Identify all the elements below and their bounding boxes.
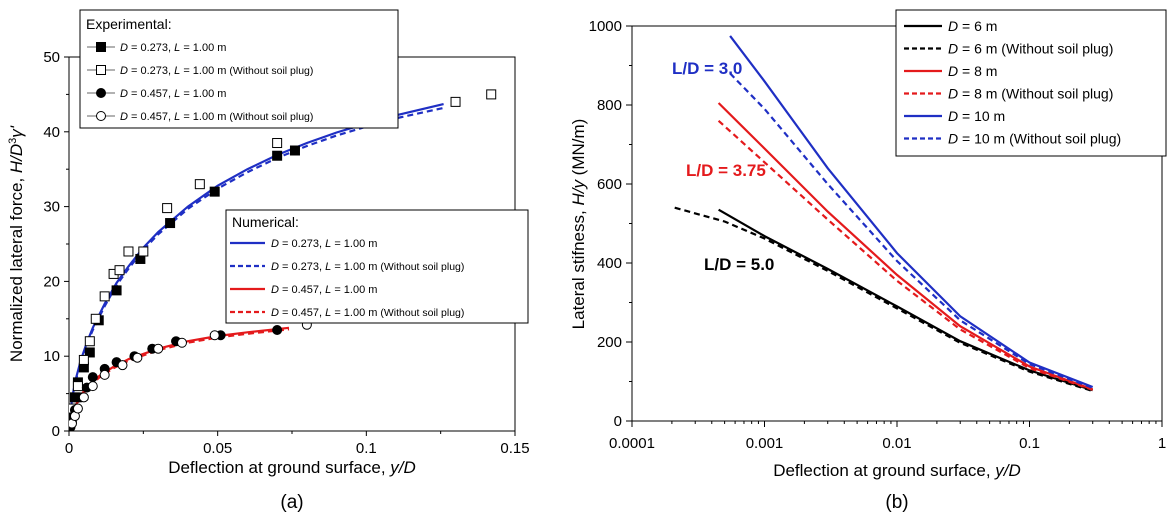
legend-label: D = 0.457, L = 1.00 m <box>271 284 377 296</box>
y-tick-label: 0 <box>614 413 622 430</box>
legend-title: Experimental: <box>86 16 172 32</box>
data-point <box>78 354 89 365</box>
data-point <box>87 381 98 392</box>
data-point <box>114 265 125 276</box>
data-point <box>165 218 176 229</box>
panel-label: (b) <box>885 492 908 513</box>
data-point <box>90 313 101 324</box>
data-point <box>111 285 122 296</box>
legend-label: D = 0.457, L = 1.00 m (Without soil plug… <box>120 111 313 123</box>
data-point <box>450 96 461 107</box>
annotation: L/D = 5.0 <box>704 255 774 274</box>
x-tick-label: 0.15 <box>500 440 529 457</box>
y-tick-label: 10 <box>43 348 60 365</box>
legend-marker <box>96 88 106 98</box>
y-tick-label: 20 <box>43 273 60 290</box>
data-point <box>87 372 98 383</box>
legend-marker <box>96 111 106 121</box>
chart-a: 0 0.05 0.1 0.15 0 10 20 30 40 50 Deflection at gro… <box>7 9 530 513</box>
plot-area <box>674 35 1094 393</box>
data-point <box>209 186 220 197</box>
y-axis-label: Normalized lateral force, H/D3γ' <box>7 125 26 362</box>
x-tick-label: 0.1 <box>1019 435 1040 452</box>
data-point <box>486 89 497 100</box>
series-line <box>718 208 1094 392</box>
x-tick-label: 0 <box>65 440 73 457</box>
x-tick-label: 0.0001 <box>609 435 655 452</box>
numerical-series-line <box>69 106 444 431</box>
data-point <box>72 381 83 392</box>
data-point <box>162 203 173 214</box>
legend-marker <box>96 42 106 52</box>
y-tick-label: 1000 <box>589 18 622 35</box>
data-point <box>176 337 187 348</box>
legend-box <box>79 9 399 129</box>
legend-label: D = 0.273, L = 1.00 m (Without soil plug… <box>271 261 464 273</box>
series-line <box>717 102 1094 391</box>
y-tick-label: 600 <box>597 176 622 193</box>
data-point <box>117 360 128 371</box>
legend-label: D = 10 m <box>948 108 1005 124</box>
legend-label: D = 0.273, L = 1.00 m <box>271 238 377 250</box>
y-tick-label: 400 <box>597 255 622 272</box>
data-point <box>132 352 143 363</box>
legend-title: Numerical: <box>232 214 299 230</box>
legend-label: D = 0.457, L = 1.00 m <box>120 88 226 100</box>
y-axis-label: Lateral stifness, H/y (MN/m) <box>569 119 588 330</box>
legend-label: D = 6 m <box>948 18 997 34</box>
legend-label: D = 0.273, L = 1.00 m <box>120 42 226 54</box>
series-line <box>674 206 1094 393</box>
x-axis-label: Deflection at ground surface, y/D <box>773 461 1021 480</box>
legend-label: D = 8 m <box>948 63 997 79</box>
data-point <box>123 246 134 257</box>
legend-box <box>225 209 529 324</box>
x-tick-label: 0.001 <box>746 435 784 452</box>
y-tick-label: 800 <box>597 97 622 114</box>
legend-experimental: Experimental: D = 0.273, L = 1.00 m D = 0.… <box>79 9 399 129</box>
y-tick-label: 200 <box>597 334 622 351</box>
data-point <box>272 150 283 161</box>
panel-label: (a) <box>280 492 303 513</box>
data-point <box>138 246 149 257</box>
legend-label: D = 10 m (Without soil plug) <box>948 131 1121 147</box>
legend-box <box>895 9 1167 157</box>
legend-label: D = 6 m (Without soil plug) <box>948 41 1113 57</box>
data-point <box>272 325 283 336</box>
annotation: L/D = 3.75 <box>686 161 766 180</box>
series-line <box>729 35 1094 389</box>
legend: D = 6 m D = 6 m (Without soil plug) D = 8 … <box>895 9 1167 157</box>
legend-numerical: Numerical: D = 0.273, L = 1.00 m D = 0.273… <box>225 209 529 324</box>
legend-label: D = 0.273, L = 1.00 m (Without soil plug… <box>120 65 313 77</box>
legend-marker <box>96 65 106 75</box>
x-axis-label: Deflection at ground surface, y/D <box>168 458 416 477</box>
data-point <box>99 291 110 302</box>
x-tick-label: 0.05 <box>203 440 232 457</box>
data-point <box>209 330 220 341</box>
y-tick-label: 40 <box>43 124 60 141</box>
legend-label: D = 0.457, L = 1.00 m (Without soil plug… <box>271 307 464 319</box>
data-point <box>194 179 205 190</box>
x-tick-label: 1 <box>1158 435 1166 452</box>
data-point <box>84 336 95 347</box>
y-tick-label: 0 <box>52 423 60 440</box>
data-point <box>84 347 95 358</box>
y-tick-label: 30 <box>43 199 60 216</box>
data-point <box>289 145 300 156</box>
data-point <box>99 369 110 380</box>
data-point <box>78 392 89 403</box>
data-point <box>272 138 283 149</box>
plot-area <box>69 89 497 431</box>
annotation: L/D = 3.0 <box>672 59 742 78</box>
chart-b: 0.0001 0.001 0.01 0.1 1 0 200 400 600 800 1000 Defl… <box>569 9 1167 513</box>
x-tick-label: 0.1 <box>356 440 377 457</box>
series-line <box>729 72 1094 389</box>
y-tick-label: 50 <box>43 49 60 66</box>
legend-label: D = 8 m (Without soil plug) <box>948 86 1113 102</box>
data-point <box>153 343 164 354</box>
data-point <box>72 403 83 414</box>
x-tick-label: 0.01 <box>882 435 911 452</box>
series-line <box>717 119 1094 391</box>
